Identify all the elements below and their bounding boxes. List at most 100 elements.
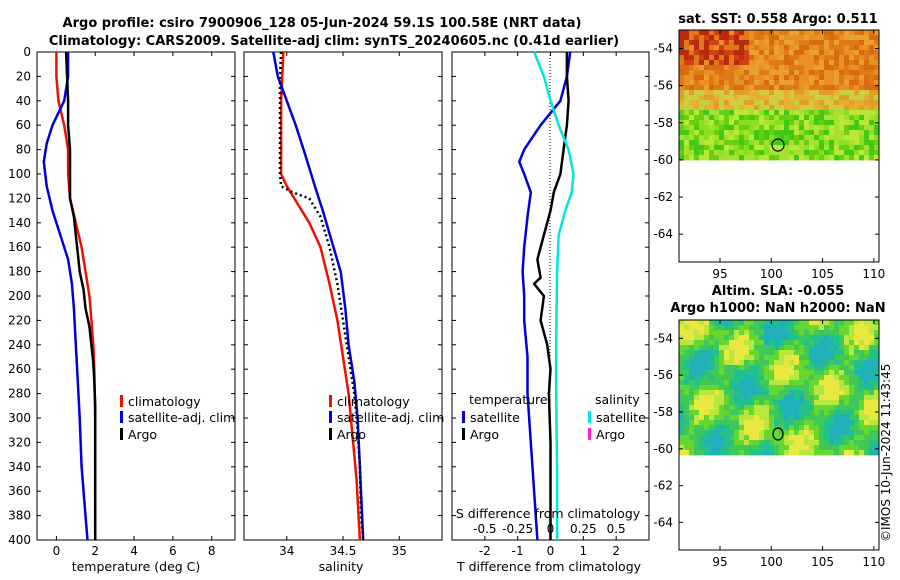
map-cell [754, 150, 760, 156]
map-cell [739, 90, 745, 96]
map-cell [734, 85, 740, 91]
map-cell [689, 380, 695, 386]
map-cell [699, 105, 705, 111]
map-cell [734, 95, 740, 101]
map-cell [684, 330, 690, 336]
map-cell [679, 50, 685, 56]
map-cell [729, 320, 735, 326]
map-cell [779, 140, 785, 146]
map-cell [849, 85, 855, 91]
map-cell [739, 120, 745, 126]
map-cell [684, 45, 690, 51]
map-cell [689, 95, 695, 101]
map-cell [834, 135, 840, 141]
map-cell [739, 325, 745, 331]
map-cell [749, 350, 755, 356]
map-cell [774, 75, 780, 81]
map-cell [764, 395, 770, 401]
map-cell [779, 60, 785, 66]
map-cell [749, 375, 755, 381]
map-cell [764, 340, 770, 346]
map-cell [834, 390, 840, 396]
map-cell [809, 325, 815, 331]
map-cell [829, 375, 835, 381]
map-cell [754, 390, 760, 396]
map-cell [699, 390, 705, 396]
map-cell [759, 330, 765, 336]
depth-tick-label: 360 [8, 484, 31, 498]
map-cell [709, 100, 715, 106]
map-cell [714, 75, 720, 81]
map-cell [854, 80, 860, 86]
map-cell [719, 40, 725, 46]
map-cell [809, 120, 815, 126]
map-cell [734, 405, 740, 411]
map-cell [694, 155, 700, 161]
map-cell [874, 40, 880, 46]
map-cell [749, 55, 755, 61]
map-cell [744, 430, 750, 436]
map-cell [794, 375, 800, 381]
map-cell [769, 330, 775, 336]
map-cell [769, 440, 775, 446]
map-cell [874, 320, 880, 326]
map-cell [874, 140, 880, 146]
map-cell [719, 125, 725, 131]
map-cell [724, 435, 730, 441]
map-cell [784, 355, 790, 361]
map-cell [724, 335, 730, 341]
map-cell [869, 120, 875, 126]
map-cell [689, 40, 695, 46]
map-cell [704, 150, 710, 156]
map-cell [859, 360, 865, 366]
map-cell [814, 430, 820, 436]
map-cell [859, 115, 865, 121]
map-cell [849, 440, 855, 446]
map-cell [789, 95, 795, 101]
map-cell [694, 90, 700, 96]
map-cell [819, 75, 825, 81]
map-cell [874, 30, 880, 36]
map-cell [859, 155, 865, 161]
map-cell [749, 80, 755, 86]
map-cell [794, 345, 800, 351]
map-cell [709, 330, 715, 336]
map-cell [684, 450, 690, 456]
map-cell [859, 145, 865, 151]
map-cell [749, 355, 755, 361]
map-cell [864, 320, 870, 326]
map-cell [714, 450, 720, 456]
map-cell [684, 425, 690, 431]
map-cell [704, 435, 710, 441]
map-cell [819, 90, 825, 96]
map-cell [759, 400, 765, 406]
map-cell [849, 320, 855, 326]
map-cell [839, 425, 845, 431]
map-cell [759, 435, 765, 441]
map-cell [754, 100, 760, 106]
map-cell [699, 435, 705, 441]
map-cell [829, 115, 835, 121]
map-cell [679, 415, 685, 421]
depth-tick-label: 120 [8, 191, 31, 205]
map-cell [799, 155, 805, 161]
map-cell [779, 130, 785, 136]
map-cell [834, 130, 840, 136]
map-cell [874, 440, 880, 446]
map-cell [694, 30, 700, 36]
map-cell [744, 90, 750, 96]
map-cell [694, 115, 700, 121]
map-cell [834, 445, 840, 451]
map-cell [789, 85, 795, 91]
map-cell [799, 400, 805, 406]
map-cell [759, 405, 765, 411]
map-cell [704, 130, 710, 136]
map-cell [684, 345, 690, 351]
map-cell [844, 65, 850, 71]
map-cell [809, 95, 815, 101]
map-cell [874, 345, 880, 351]
map-cell [764, 450, 770, 456]
map-cell [734, 130, 740, 136]
map-cell [864, 385, 870, 391]
map-cell [794, 120, 800, 126]
